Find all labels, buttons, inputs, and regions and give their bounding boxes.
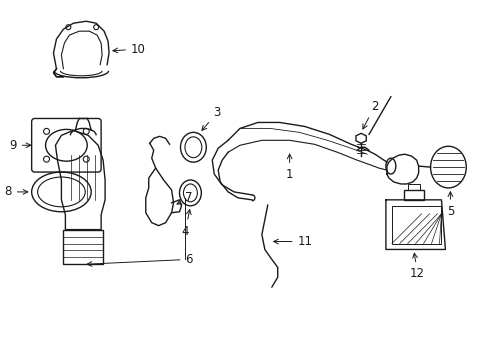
- Text: 8: 8: [4, 185, 28, 198]
- Bar: [392, 206, 441, 243]
- Text: 5: 5: [447, 192, 454, 218]
- Text: 1: 1: [286, 154, 294, 181]
- Text: 7: 7: [177, 192, 193, 204]
- Text: 9: 9: [9, 139, 31, 152]
- Bar: [404, 190, 424, 200]
- Text: 12: 12: [410, 253, 425, 280]
- Text: 11: 11: [274, 235, 313, 248]
- Text: 4: 4: [182, 210, 191, 238]
- Text: 2: 2: [363, 99, 378, 129]
- Text: 3: 3: [202, 107, 220, 130]
- Text: 6: 6: [87, 253, 193, 266]
- Bar: [63, 230, 103, 264]
- Text: 10: 10: [113, 42, 146, 55]
- Bar: [408, 184, 419, 190]
